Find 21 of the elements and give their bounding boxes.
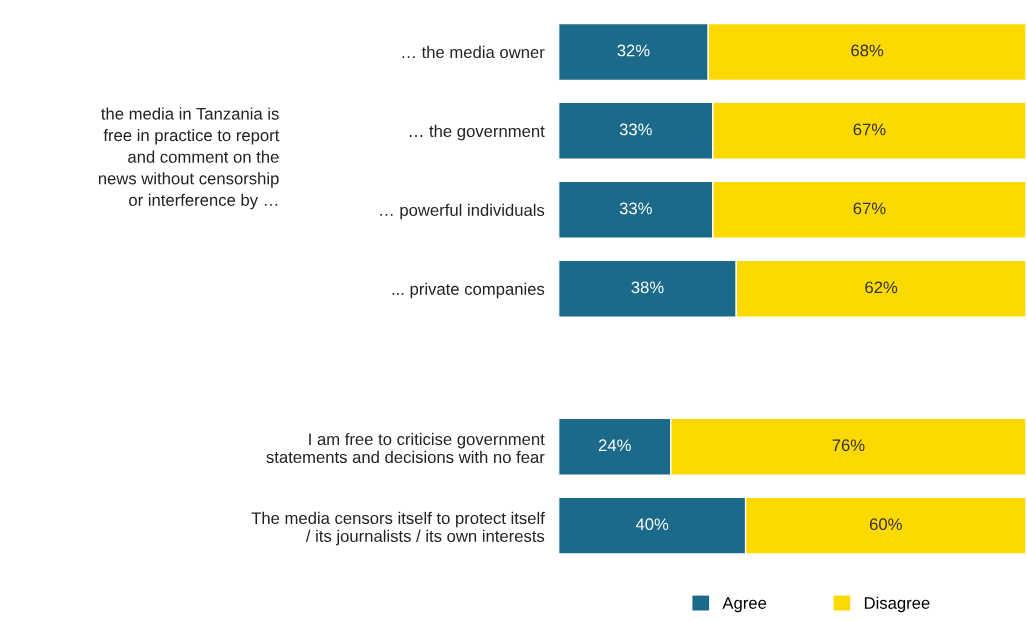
data-label: 40%: [635, 518, 669, 531]
legend-label: Agree: [722, 597, 767, 613]
data-label: 68%: [851, 44, 884, 57]
data-label: 32%: [617, 44, 650, 57]
data-label: 76%: [832, 439, 865, 452]
data-label: 62%: [865, 281, 898, 294]
data-label: 38%: [631, 281, 664, 294]
y-tick-label: … the media owner: [402, 45, 545, 59]
data-label: 33%: [619, 202, 652, 215]
y-tick-label: … powerful individuals: [380, 203, 545, 220]
data-label: 24%: [598, 439, 631, 452]
y-tick-label: The media censors itself to protect itself / its journalists / its own interests: [251, 511, 545, 546]
legend-label: Disagree: [864, 596, 930, 613]
data-label: 67%: [853, 123, 886, 136]
y-tick-label: … the government: [409, 124, 545, 141]
data-label: 67%: [853, 202, 886, 215]
y-tick-label: ... private companies: [392, 282, 545, 299]
text: the media in Tanzania is free in practice to report and comment on the news without censorship or interference by …: [98, 107, 280, 210]
data-label: 33%: [619, 123, 652, 136]
y-tick-label: I am free to criticise government statements and decisions with no fear: [266, 432, 545, 464]
data-label: 60%: [869, 518, 902, 531]
